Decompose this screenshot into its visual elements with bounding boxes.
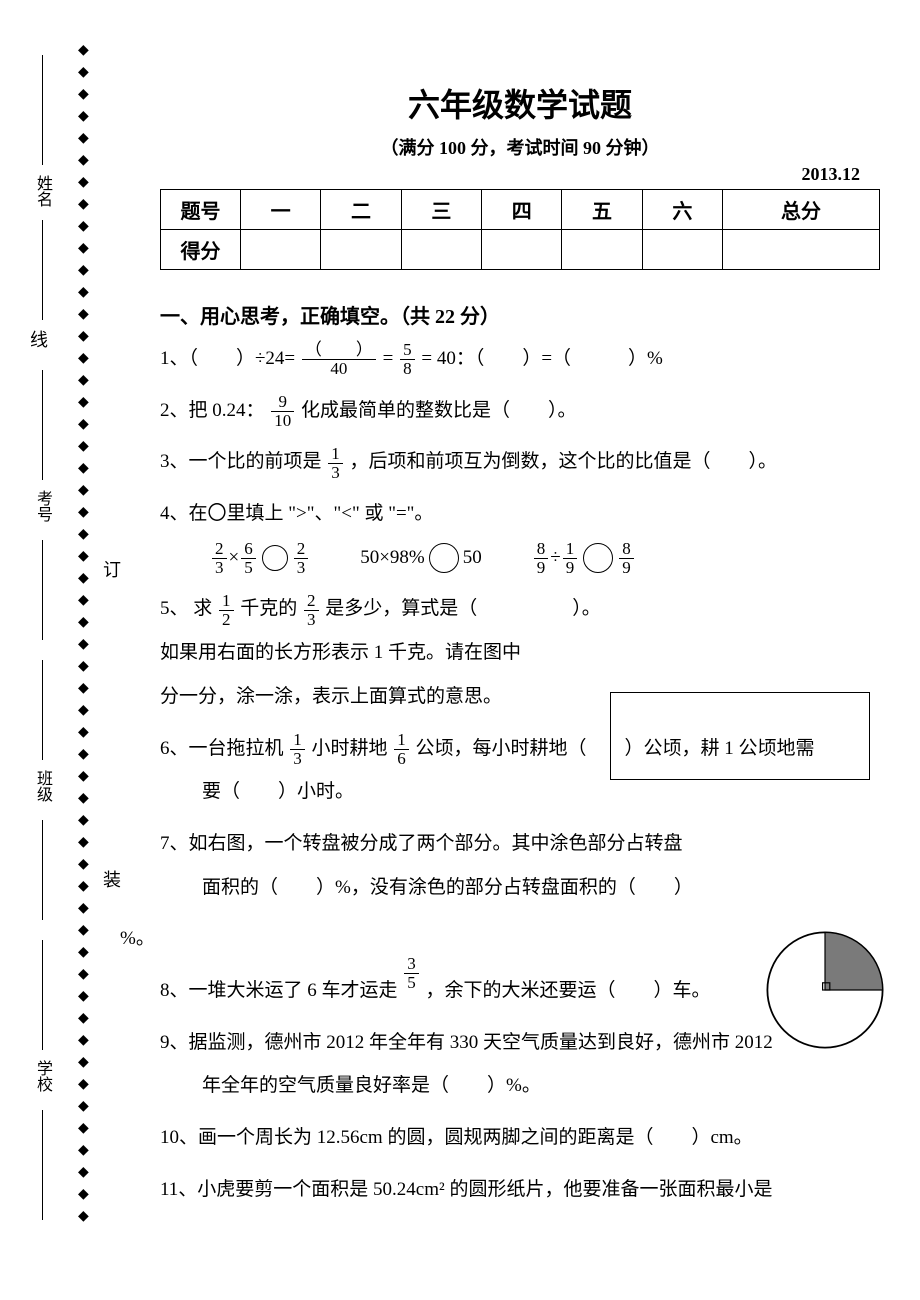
field-line xyxy=(42,1110,43,1220)
col-header: 五 xyxy=(562,190,642,230)
field-line xyxy=(42,55,43,165)
question-3: 3、一个比的前项是 13 ，后项和前项互为倒数，这个比的比值是（ ）。 xyxy=(160,440,880,484)
compare-circle xyxy=(583,543,613,573)
question-4: 4、在〇里填上 ">"、"<" 或 "="。 23×6523 50×98%50 … xyxy=(160,492,880,579)
row-label: 得分 xyxy=(161,230,241,270)
field-exam-no: 考号 xyxy=(30,490,54,522)
col-header: 二 xyxy=(321,190,401,230)
question-1: 1、（ ）÷24= （ ）40 = 58 = 40：（ ）=（ ）% xyxy=(160,337,880,381)
exam-date: 2013.12 xyxy=(160,164,880,185)
marker: 订 xyxy=(98,560,124,578)
row-label: 题号 xyxy=(161,190,241,230)
table-row: 题号 一 二 三 四 五 六 总分 xyxy=(161,190,880,230)
diamond-column: ◆◆◆◆◆◆◆◆◆◆◆◆◆◆◆◆◆◆◆◆◆◆◆◆◆◆◆◆◆◆◆◆◆◆◆◆◆◆◆◆… xyxy=(78,40,89,1228)
marker: 装 xyxy=(98,870,124,888)
section-title: 一、用心思考，正确填空。（共 22 分） xyxy=(160,300,880,329)
question-7: 7、如右图，一个转盘被分成了两个部分。其中涂色部分占转盘 面积的（ ）%，没有涂… xyxy=(160,822,740,909)
field-class: 班级 xyxy=(30,770,54,802)
compare-circle xyxy=(429,543,459,573)
rectangle-figure xyxy=(610,692,870,780)
field-name: 姓名 xyxy=(30,175,54,207)
question-10: 10、画一个周长为 12.56cm 的圆，圆规两脚之间的距离是（ ）cm。 xyxy=(160,1116,880,1160)
col-header: 四 xyxy=(482,190,562,230)
page-content: 六年级数学试题 （满分 100 分，考试时间 90 分钟） 2013.12 题号… xyxy=(160,80,880,1211)
question-2: 2、把 0.24： 910 化成最简单的整数比是（ ）。 xyxy=(160,389,880,433)
page-subtitle: （满分 100 分，考试时间 90 分钟） xyxy=(160,134,880,160)
field-school: 学校 xyxy=(30,1060,54,1092)
compare-circle xyxy=(262,545,288,571)
marker: 线 xyxy=(25,330,51,348)
field-line xyxy=(42,540,43,640)
field-line xyxy=(42,370,43,480)
table-row: 得分 xyxy=(161,230,880,270)
field-line xyxy=(42,820,43,920)
field-line xyxy=(42,220,43,320)
pie-chart-figure xyxy=(765,930,885,1050)
field-line xyxy=(42,940,43,1050)
col-header: 一 xyxy=(241,190,321,230)
binding-margin: ◆◆◆◆◆◆◆◆◆◆◆◆◆◆◆◆◆◆◆◆◆◆◆◆◆◆◆◆◆◆◆◆◆◆◆◆◆◆◆◆… xyxy=(70,40,140,1240)
col-header: 总分 xyxy=(723,190,880,230)
col-header: 三 xyxy=(401,190,481,230)
col-header: 六 xyxy=(642,190,722,230)
score-table: 题号 一 二 三 四 五 六 总分 得分 xyxy=(160,189,880,270)
field-line xyxy=(42,660,43,760)
page-title: 六年级数学试题 xyxy=(160,80,880,126)
question-11: 11、小虎要剪一个面积是 50.24cm² 的圆形纸片，他要准备一张面积最小是 xyxy=(160,1168,880,1212)
